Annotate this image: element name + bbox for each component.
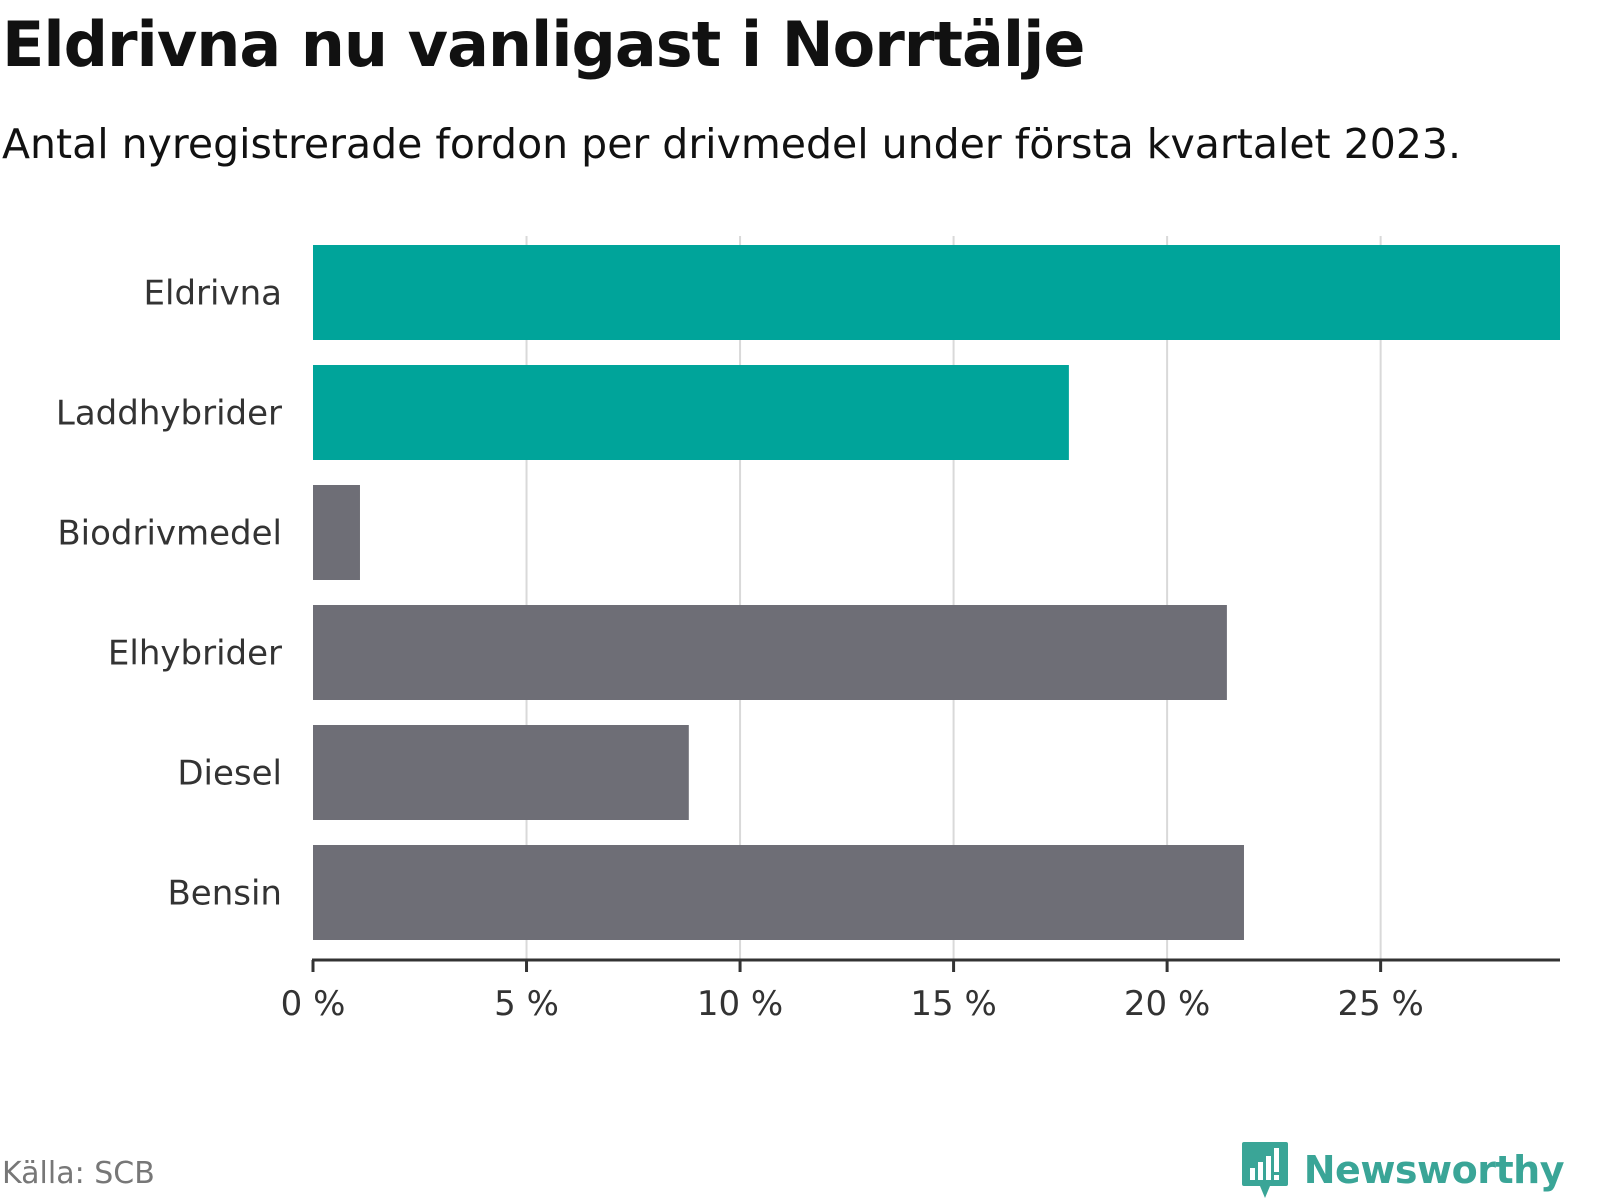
bar-biodrivmedel [313, 485, 360, 580]
x-tick-label: 5 % [494, 984, 559, 1020]
category-label: Elhybrider [108, 634, 282, 674]
newsworthy-logo-icon [1241, 1142, 1288, 1198]
x-tick-label: 25 % [1337, 984, 1423, 1020]
category-label: Laddhybrider [56, 394, 282, 434]
chart-subtitle: Antal nyregistrerade fordon per drivmede… [2, 120, 1462, 168]
bar-elhybrider [313, 605, 1227, 700]
category-label: Eldrivna [144, 274, 282, 314]
x-tick-label: 10 % [697, 984, 783, 1020]
bar-chart: Eldrivna Laddhybrider Biodrivmedel Elhybrid… [56, 236, 1560, 1020]
x-tick-label: 15 % [910, 984, 996, 1020]
bar-bensin [313, 845, 1244, 940]
bar-diesel [313, 725, 689, 820]
category-label: Bensin [167, 874, 282, 914]
x-tick-label: 0 % [281, 984, 346, 1020]
chart-title: Eldrivna nu vanligast i Norrtälje [2, 8, 1085, 81]
source-note: Källa: SCB [2, 1156, 155, 1191]
brand-name: Newsworthy [1303, 1148, 1565, 1192]
brand-logo: Newsworthy [1240, 1140, 1565, 1200]
category-label: Biodrivmedel [57, 514, 282, 554]
bar-laddhybrider [313, 365, 1069, 460]
category-label: Diesel [177, 754, 282, 794]
gridlines [525, 236, 1382, 960]
category-labels: Eldrivna Laddhybrider Biodrivmedel Elhybrid… [56, 274, 282, 914]
x-tick-label: 20 % [1124, 984, 1210, 1020]
bar-eldrivna [313, 245, 1560, 340]
x-axis: 0 % 5 % 10 % 15 % 20 % 25 % [281, 958, 1560, 1020]
bars [313, 245, 1560, 940]
